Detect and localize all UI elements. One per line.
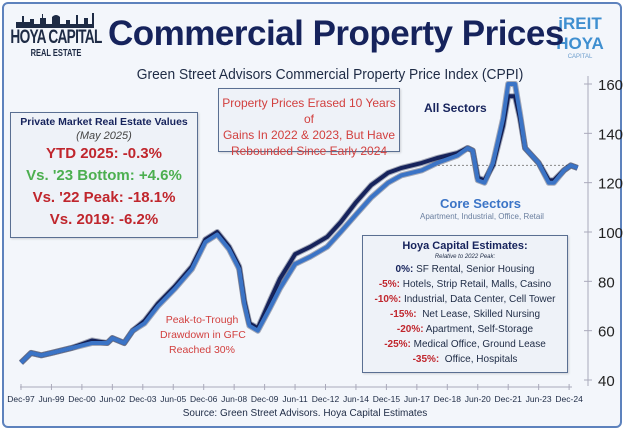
estimate-pct: -20%:: [396, 324, 424, 335]
stat-line: Vs. '23 Bottom: +4.6%: [26, 167, 182, 184]
estimate-row: -25%: Medical Office, Ground Lease: [363, 337, 567, 352]
estimate-row: -20%: Apartment, Self-Storage: [363, 322, 567, 337]
x-tick-label: Dec-15: [373, 394, 401, 404]
estimate-pct: 0%:: [395, 264, 414, 275]
x-tick-label: Dec-12: [312, 394, 340, 404]
estimate-desc: Office, Hospitals: [439, 354, 518, 365]
estimate-row: -35%: Office, Hospitals: [363, 352, 567, 367]
hoya-capital-logo: HOYA CAPITAL REAL ESTATE: [10, 12, 102, 59]
x-tick-label: Dec-97: [7, 394, 35, 404]
skyline-icon: [16, 13, 94, 28]
callout-line: Gains In 2022 & 2023, But Have: [222, 128, 396, 142]
stat-line: Vs. '22 Peak: -18.1%: [32, 189, 176, 206]
x-tick-label: Dec-00: [68, 394, 96, 404]
stat-line: Vs. 2019: -6.2%: [49, 211, 159, 228]
chart-title: Commercial Property Prices: [108, 14, 564, 53]
x-tick-label: Jun-20: [465, 394, 491, 404]
y-axis: 160 140 120 100 80 60 40: [584, 76, 623, 390]
x-tick-label: Jun-23: [526, 394, 552, 404]
y-tick-label: 100: [598, 225, 623, 242]
x-tick-label: Jun-08: [221, 394, 247, 404]
x-tick-label: Jun-17: [404, 394, 430, 404]
series-line-core-sectors: [19, 82, 579, 365]
x-tick-label: Jun-14: [343, 394, 369, 404]
x-tick-label: Jun-05: [160, 394, 186, 404]
logo-subtext: REAL ESTATE: [30, 48, 82, 59]
estimate-desc: Industrial, Data Center, Cell Tower: [401, 294, 556, 305]
ireit-hoya-logo: iREIT HOYA CAPITAL: [545, 14, 615, 61]
estimate-desc: Hotels, Strip Retail, Malls, Casino: [399, 279, 552, 290]
x-tick-label: Dec-09: [251, 394, 279, 404]
y-tick-label: 140: [598, 126, 623, 143]
y-tick-label: 120: [598, 176, 623, 193]
estimate-row: -15%: Net Lease, Skilled Nursing: [363, 307, 567, 322]
chart-subtitle: Green Street Advisors Commercial Propert…: [136, 66, 524, 83]
estimate-pct: -10%:: [374, 294, 402, 305]
logo-text: iREIT: [558, 14, 602, 33]
gfc-line: Reached 30%: [169, 344, 235, 356]
source-note: Source: Green Street Advisors. Hoya Capi…: [182, 408, 428, 419]
callout-line: Rebounded Since Early 2024: [230, 144, 388, 158]
x-tick-label: Dec-18: [434, 394, 462, 404]
x-axis: Dec-97 Jun-99 Dec-00 Jun-02 Dec-03 Jun-05 Dec-…: [7, 384, 583, 404]
estimate-pct: -15%:: [389, 309, 417, 320]
estimate-desc: Net Lease, Skilled Nursing: [416, 309, 541, 320]
gfc-annotation: Peak-to-Trough Drawdown in GFC Reached 3…: [160, 313, 246, 358]
x-tick-label: Jun-11: [282, 394, 308, 404]
estimate-desc: Apartment, Self-Storage: [423, 324, 534, 335]
gfc-line: Peak-to-Trough: [165, 314, 239, 326]
estimates-subtitle: Relative to 2022 Peak:: [434, 254, 496, 260]
y-tick-label: 60: [598, 324, 615, 341]
estimate-row: -10%: Industrial, Data Center, Cell Towe…: [363, 292, 567, 307]
stats-date: (May 2025): [76, 130, 132, 142]
x-tick-label: Dec-21: [494, 394, 522, 404]
core-sectors-label: Core Sectors: [440, 196, 521, 211]
x-tick-label: Dec-06: [190, 394, 218, 404]
estimates-title: Hoya Capital Estimates:: [402, 240, 528, 252]
estimate-row: -5%: Hotels, Strip Retail, Malls, Casino: [363, 277, 567, 292]
stats-title: Private Market Real Estate Values: [20, 116, 188, 128]
gfc-line: Drawdown in GFC: [160, 329, 246, 341]
all-sectors-label: All Sectors: [424, 101, 487, 115]
y-tick-label: 80: [598, 274, 615, 291]
estimates-box: Hoya Capital Estimates: Relative to 2022…: [362, 235, 568, 373]
core-sectors-sublabel: Apartment, Industrial, Office, Retail: [420, 212, 544, 221]
stat-line: YTD 2025: -0.3%: [46, 145, 162, 162]
estimate-pct: -35%:: [412, 354, 440, 365]
y-tick-label: 160: [598, 77, 623, 94]
estimate-desc: SF Rental, Senior Housing: [413, 264, 535, 275]
estimate-row: 0%: SF Rental, Senior Housing: [363, 262, 567, 277]
callout-line: Property Prices Erased 10 Years of: [222, 96, 396, 126]
x-tick-label: Jun-99: [38, 394, 64, 404]
x-tick-label: Jun-02: [99, 394, 125, 404]
y-tick-label: 40: [598, 373, 615, 390]
callout-box: Property Prices Erased 10 Years of Gains…: [218, 88, 400, 158]
logo-text: HOYA: [556, 34, 604, 53]
x-tick-label: Dec-24: [555, 394, 583, 404]
logo-text: HOYA CAPITAL: [10, 27, 102, 48]
estimate-pct: -25%:: [384, 339, 411, 350]
estimate-desc: Medical Office, Ground Lease: [410, 339, 546, 350]
estimate-pct: -5%:: [378, 279, 400, 290]
x-tick-label: Dec-03: [129, 394, 157, 404]
logo-subtext: CAPITAL: [567, 54, 593, 60]
stats-box: Private Market Real Estate Values (May 2…: [10, 112, 198, 238]
